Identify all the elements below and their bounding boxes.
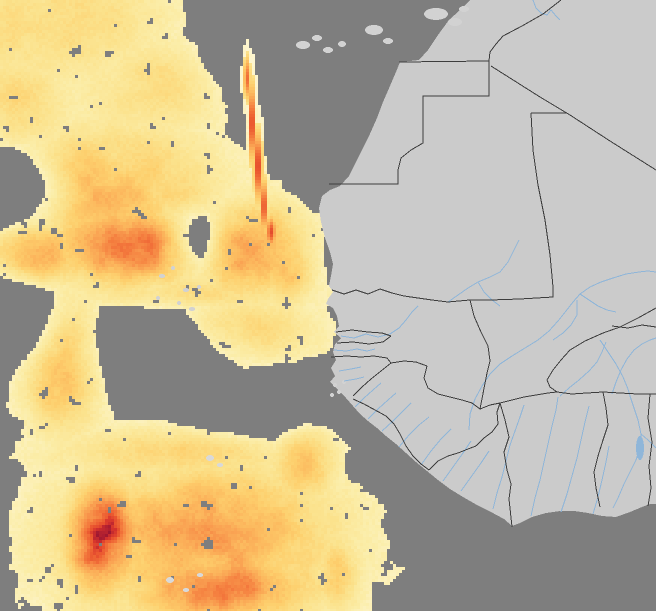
border-line <box>329 61 490 185</box>
border-line <box>330 355 392 364</box>
river-line <box>381 402 412 432</box>
border-line <box>352 362 392 397</box>
border-line <box>447 112 554 303</box>
border-line <box>336 335 392 345</box>
river-line <box>611 337 656 395</box>
island <box>183 288 189 292</box>
island <box>312 35 322 41</box>
border-line <box>488 0 562 62</box>
border-line <box>499 402 513 528</box>
border-line <box>423 365 488 410</box>
river-line <box>552 300 578 341</box>
island <box>365 25 383 35</box>
river-line <box>447 239 520 303</box>
island <box>159 274 165 278</box>
cloud-speck <box>197 573 203 577</box>
river-line <box>340 305 419 339</box>
border-line <box>352 398 430 471</box>
landmass <box>319 0 656 526</box>
island <box>459 6 469 12</box>
cloud-specks <box>166 455 223 592</box>
river-line <box>477 281 501 307</box>
border-line <box>335 329 392 337</box>
island <box>333 383 337 387</box>
river-line <box>592 445 610 515</box>
river-line <box>530 396 559 517</box>
river-line <box>492 404 525 510</box>
island <box>197 285 201 289</box>
border-line <box>647 393 653 507</box>
border-line <box>593 391 609 508</box>
river-line <box>343 376 365 382</box>
rivers <box>333 0 656 517</box>
river-line <box>338 366 362 372</box>
cloud-speck <box>217 463 223 467</box>
island <box>337 390 341 394</box>
island <box>189 307 195 311</box>
border-line <box>390 360 428 367</box>
cloud-speck <box>166 577 174 583</box>
river-line <box>640 433 656 449</box>
cloud-speck <box>206 455 214 461</box>
island <box>323 47 333 53</box>
river-line <box>442 440 472 482</box>
river-line <box>333 348 376 352</box>
cloud-speck <box>183 588 189 592</box>
border-line <box>469 299 491 374</box>
river-line <box>468 270 656 431</box>
river-line <box>560 405 590 513</box>
island <box>296 41 310 49</box>
islands <box>156 6 469 397</box>
island <box>448 18 462 26</box>
river-line <box>420 428 452 466</box>
border-line <box>611 324 656 329</box>
river-line <box>579 293 617 313</box>
river-line <box>460 450 490 492</box>
country-borders <box>329 0 656 528</box>
island <box>156 296 160 300</box>
island <box>424 8 448 20</box>
island <box>177 301 181 305</box>
island <box>338 41 346 47</box>
border-line <box>331 288 449 303</box>
border-line <box>398 60 490 63</box>
river-line <box>559 341 607 397</box>
river-line <box>599 339 631 397</box>
island <box>383 38 393 44</box>
lake <box>636 436 644 460</box>
island <box>330 393 334 397</box>
border-line <box>428 445 477 471</box>
border-line <box>546 307 656 393</box>
island <box>171 266 175 270</box>
border-line <box>479 391 558 410</box>
river-line <box>367 392 397 420</box>
border-line <box>490 65 656 171</box>
border-line <box>475 402 501 447</box>
river-line <box>532 0 561 21</box>
